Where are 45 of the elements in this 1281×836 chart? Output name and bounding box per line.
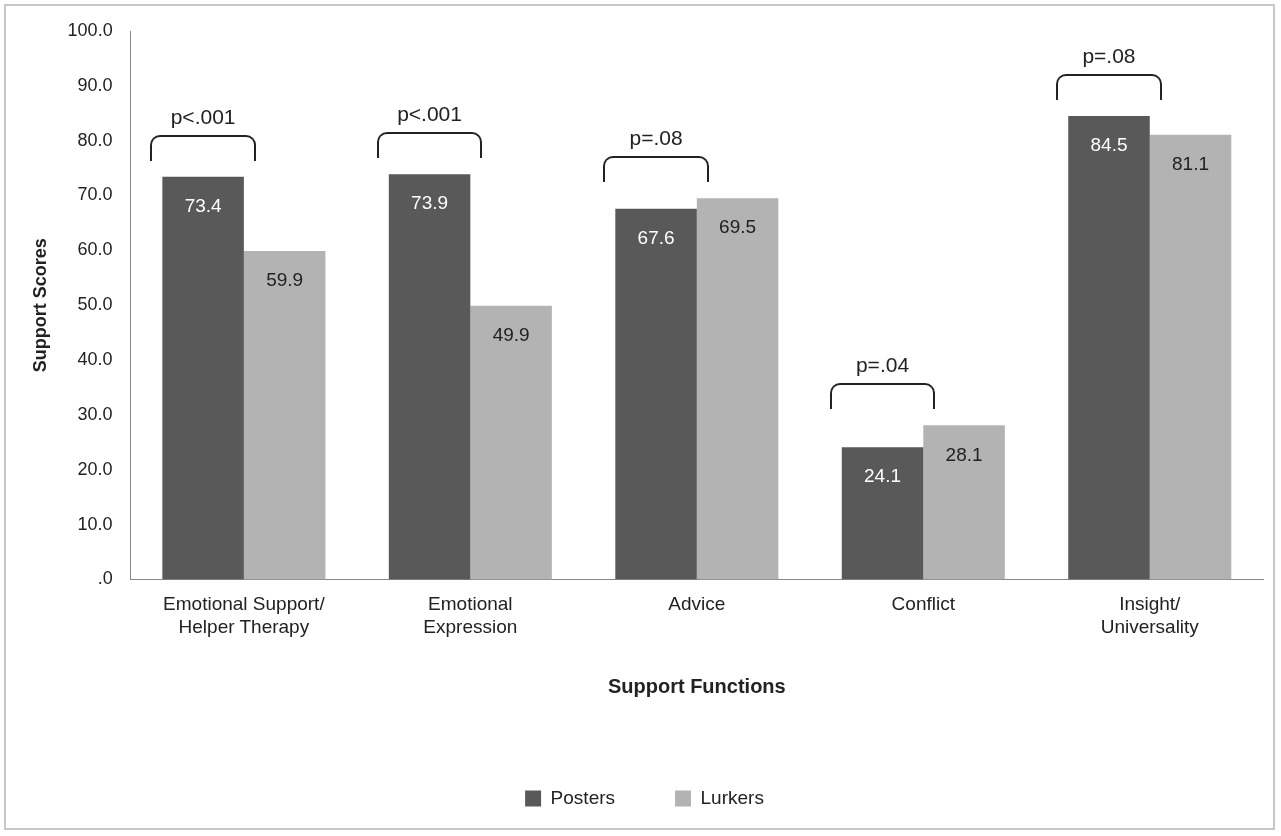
x-tick-label: Emotional Support/ Helper Therapy: [163, 593, 326, 637]
annotation: p<.001: [397, 102, 462, 127]
annotation: p=.08: [629, 126, 683, 151]
data-label: 84.5: [1090, 134, 1128, 156]
legend-label: Posters: [550, 786, 616, 808]
data-label: 49.9: [492, 323, 530, 345]
y-tick-label: 10.0: [77, 513, 113, 534]
y-tick-label: 20.0: [77, 458, 113, 479]
legend-label: Lurkers: [700, 786, 764, 808]
bar: [841, 447, 924, 580]
data-label: 73.4: [184, 195, 223, 217]
bar: [470, 305, 552, 580]
data-label: 69.5: [719, 216, 757, 238]
x-axis-title: Support Functions: [607, 674, 786, 697]
bar: [1068, 116, 1150, 580]
y-tick-label: .0: [97, 568, 113, 589]
data-label: 81.1: [1172, 152, 1210, 174]
bar: [243, 250, 326, 580]
y-tick-label: 60.0: [77, 239, 113, 260]
x-tick-label: Insight/ Universality: [1100, 593, 1200, 637]
y-tick-label: 40.0: [77, 349, 113, 370]
data-label: 28.1: [945, 443, 983, 465]
y-tick-label: 100.0: [67, 19, 113, 40]
data-label: 24.1: [864, 465, 902, 487]
data-label: 73.9: [411, 192, 449, 214]
x-tick-label: Advice: [668, 593, 726, 615]
x-tick-label: Conflict: [891, 593, 956, 615]
y-tick-label: 80.0: [77, 129, 113, 150]
bar: [162, 176, 244, 580]
data-label: 67.6: [637, 226, 675, 248]
bar: [696, 198, 779, 580]
y-tick-label: 50.0: [77, 294, 113, 315]
y-tick-label: 90.0: [77, 74, 113, 95]
y-tick-label: 70.0: [77, 184, 113, 205]
y-axis-title: Support Scores: [29, 238, 50, 373]
bar: [388, 174, 471, 580]
data-label: 59.9: [266, 269, 304, 291]
bar: [1149, 134, 1232, 580]
annotation: p<.001: [170, 104, 236, 129]
annotation: p=.08: [1082, 44, 1136, 68]
bar: [615, 208, 697, 580]
annotation: p=.04: [855, 353, 910, 378]
y-tick-label: 30.0: [77, 403, 113, 424]
bar: [923, 425, 1005, 580]
x-tick-label: Emotional Expression: [423, 593, 518, 637]
